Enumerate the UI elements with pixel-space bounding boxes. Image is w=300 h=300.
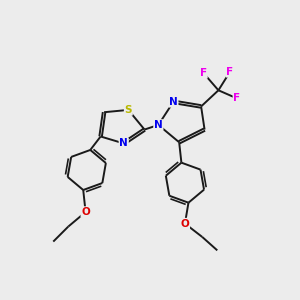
Text: N: N — [119, 138, 128, 148]
Text: F: F — [226, 67, 233, 77]
Text: F: F — [200, 68, 207, 78]
Text: O: O — [181, 219, 189, 229]
Text: N: N — [169, 97, 178, 107]
Text: O: O — [81, 207, 90, 217]
Text: F: F — [233, 93, 241, 103]
Text: N: N — [154, 120, 163, 130]
Text: S: S — [124, 105, 132, 115]
